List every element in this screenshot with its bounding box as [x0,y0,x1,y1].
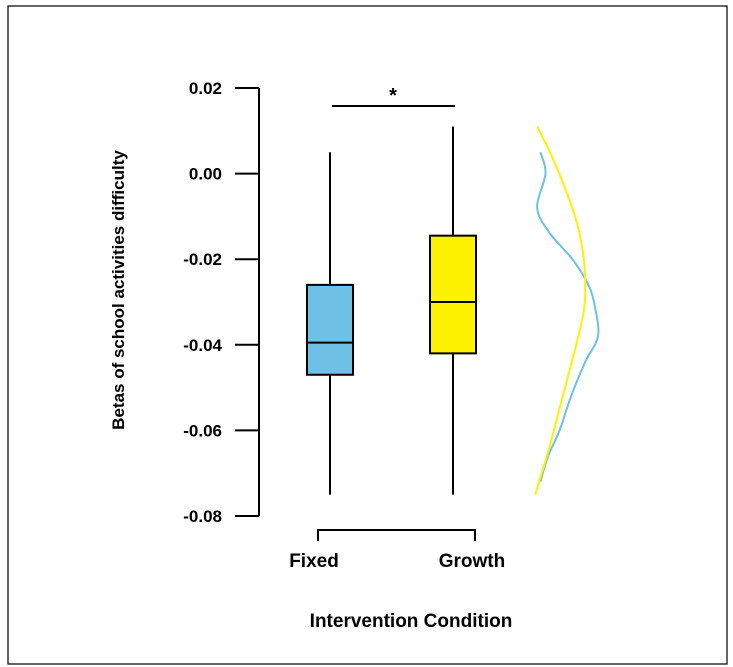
y-ticks: 0.02 0.00 -0.02 -0.04 -0.06 -0.08 [183,79,259,526]
y-tick-label: -0.06 [183,421,222,440]
density-curve-growth [534,126,587,495]
x-axis-label: Intervention Condition [310,611,513,632]
figure-border [7,5,728,665]
box-fixed [306,152,354,495]
y-tick-label: -0.02 [183,250,222,269]
significance-label: * [389,85,397,107]
boxes [306,126,477,495]
x-tick-labels: Fixed Growth [289,551,505,572]
y-axis: 0.02 0.00 -0.02 -0.04 -0.06 -0.08 Betas of sc… [109,79,260,526]
y-axis-label: Betas of school activities difficulty [109,150,128,430]
y-tick-label: -0.08 [183,507,222,526]
density-curves [534,126,600,495]
x-axis: Fixed Growth Intervention Condition [289,529,513,632]
box-growth [429,126,477,495]
x-tick-label: Fixed [289,551,339,572]
y-tick-label: 0.00 [189,165,222,184]
density-curve-fixed [536,151,600,483]
x-axis-bracket [317,529,476,541]
box-iqr [429,234,477,355]
box-iqr [306,283,354,376]
significance-marker: * [332,85,455,107]
y-tick-label: -0.04 [183,336,222,355]
x-tick-label: Growth [439,551,506,572]
y-tick-label: 0.02 [189,79,222,98]
